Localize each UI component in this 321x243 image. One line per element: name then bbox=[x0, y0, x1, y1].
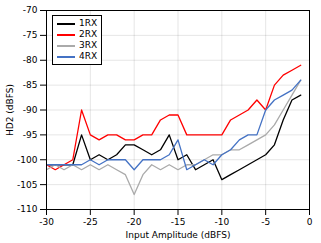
svg-text:-5: -5 bbox=[261, 217, 270, 227]
svg-text:0: 0 bbox=[307, 217, 313, 227]
svg-text:-105: -105 bbox=[17, 180, 37, 190]
svg-text:-75: -75 bbox=[23, 30, 38, 40]
svg-text:-110: -110 bbox=[17, 204, 38, 214]
html-text:3RX: 3RX bbox=[79, 40, 98, 50]
svg-text:-85: -85 bbox=[23, 80, 38, 90]
svg-text:-80: -80 bbox=[23, 55, 38, 65]
svg-text:HD2 (dBFS): HD2 (dBFS) bbox=[5, 84, 15, 136]
html-text:2RX: 2RX bbox=[79, 29, 98, 39]
svg-text:Input Amplitude (dBFS): Input Amplitude (dBFS) bbox=[126, 230, 231, 240]
svg-text:-95: -95 bbox=[23, 130, 38, 140]
svg-text:-100: -100 bbox=[17, 155, 38, 165]
svg-text:-90: -90 bbox=[23, 105, 38, 115]
svg-text:-70: -70 bbox=[23, 5, 38, 15]
html-text:1RX: 1RX bbox=[79, 18, 98, 28]
svg-text:-15: -15 bbox=[171, 217, 186, 227]
svg-text:-20: -20 bbox=[127, 217, 142, 227]
html-text:4RX: 4RX bbox=[79, 51, 98, 61]
svg-text:-25: -25 bbox=[83, 217, 98, 227]
svg-text:-10: -10 bbox=[214, 217, 229, 227]
svg-text:-30: -30 bbox=[39, 217, 54, 227]
